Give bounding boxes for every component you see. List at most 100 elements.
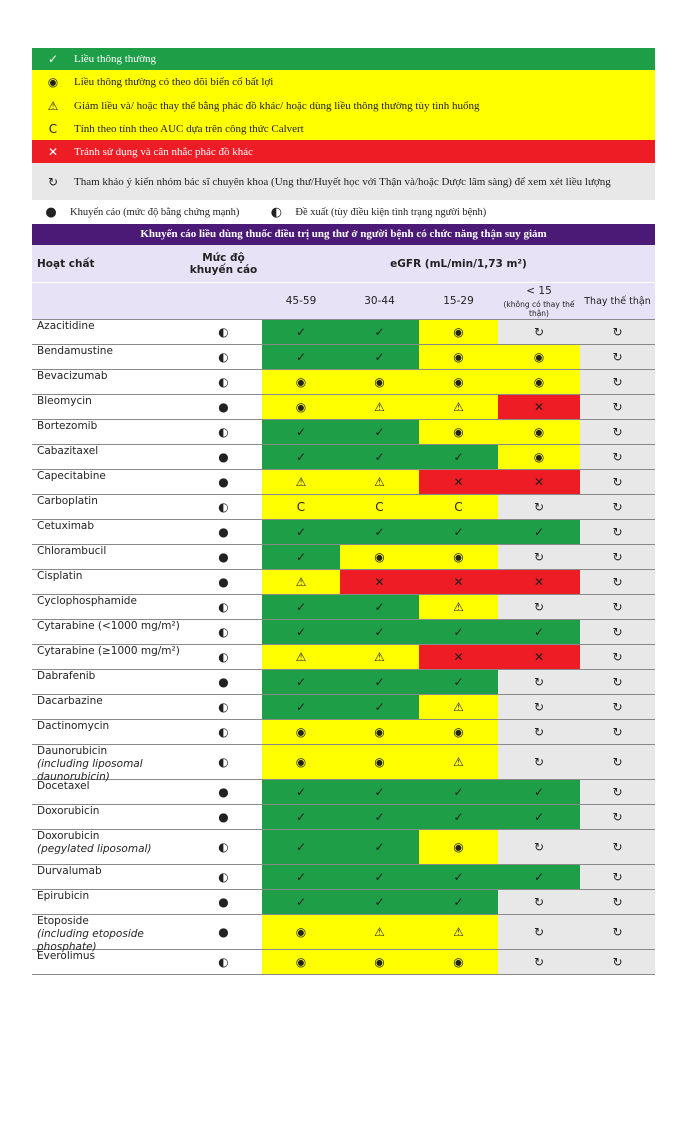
recommendation-level: ● <box>218 925 229 939</box>
dose-cell: ⚠ <box>419 695 498 719</box>
recommendation-level: ● <box>218 400 229 414</box>
dose-cell: ◉ <box>498 345 580 369</box>
dose-cell: ✓ <box>262 865 340 889</box>
legend-symbol: ✕ <box>47 144 59 159</box>
dose-cell: ◉ <box>340 950 419 974</box>
dose-cell: ◉ <box>419 345 498 369</box>
dose-cell: ↻ <box>580 595 655 619</box>
dose-cell: ↻ <box>580 570 655 594</box>
column-header: Thay thế thận <box>580 283 655 319</box>
drug-row: Cabazitaxel ● ✓ ✓ ✓ ◉ ↻ <box>32 445 655 470</box>
dose-cell: ⚠ <box>419 395 498 419</box>
drug-row: Cytarabine (≥1000 mg/m²) ◐ ⚠ ⚠ ✕ ✕ ↻ <box>32 645 655 670</box>
drug-name: Docetaxel <box>32 780 185 804</box>
drug-row: Bleomycin ● ◉ ⚠ ⚠ ✕ ↻ <box>32 395 655 420</box>
dose-cell: ↻ <box>580 495 655 519</box>
dose-cell: ✕ <box>498 470 580 494</box>
dose-cell: ◉ <box>419 830 498 864</box>
dose-cell: ↻ <box>580 695 655 719</box>
legend-item: ◉ Liều thông thường có theo dõi biến cố b… <box>32 70 655 94</box>
drug-header: Hoạt chất <box>37 257 95 270</box>
dose-cell: ◉ <box>419 370 498 394</box>
dose-cell: ✕ <box>498 645 580 669</box>
drug-name: Chlorambucil <box>32 545 185 569</box>
drug-name: Cabazitaxel <box>32 445 185 469</box>
dose-cell: ✓ <box>262 320 340 344</box>
dose-cell: ✓ <box>340 695 419 719</box>
drug-name-text: Doxorubicin <box>37 830 100 842</box>
dose-cell: ✓ <box>340 320 419 344</box>
dose-cell: ✓ <box>262 345 340 369</box>
drug-name: Dabrafenib <box>32 670 185 694</box>
recommendation-level: ◐ <box>218 955 229 969</box>
dose-cell: ◉ <box>262 745 340 779</box>
dose-cell: ⚠ <box>262 470 340 494</box>
dose-cell: ✓ <box>498 520 580 544</box>
recommendation-level: ◐ <box>218 840 229 854</box>
dose-cell: ⚠ <box>340 915 419 949</box>
recommendation-level: ● <box>218 525 229 539</box>
dose-cell: ↻ <box>498 495 580 519</box>
dose-cell: ✓ <box>419 670 498 694</box>
dose-cell: ✓ <box>340 620 419 644</box>
dose-cell: ◉ <box>340 745 419 779</box>
recommendation-level: ◐ <box>218 375 229 389</box>
drug-name: Bevacizumab <box>32 370 185 394</box>
dose-cell: ↻ <box>498 890 580 914</box>
dose-cell: ↻ <box>498 670 580 694</box>
dose-cell: ✕ <box>340 570 419 594</box>
table-title: Khuyến cáo liều dùng thuốc điều trị ung … <box>32 224 655 245</box>
dose-cell: ◉ <box>340 720 419 744</box>
legend-symbol: ✓ <box>47 52 59 66</box>
recommendation-level: ● <box>218 785 229 799</box>
recommendation-level: ◐ <box>218 350 229 364</box>
dose-cell: ✓ <box>340 865 419 889</box>
dose-cell: ↻ <box>580 805 655 829</box>
recommendation-level: ● <box>218 810 229 824</box>
legend-symbol: ◉ <box>47 75 59 89</box>
drug-name: Cetuximab <box>32 520 185 544</box>
legend-text: Giảm liều và/ hoặc thay thế bằng phác đồ… <box>74 99 480 112</box>
recommendation-level: ● <box>218 450 229 464</box>
level-symbol: ◐ <box>270 204 283 220</box>
legend-item: ✓ Liều thông thường <box>32 48 655 70</box>
dose-cell: ↻ <box>498 745 580 779</box>
drug-name-text: Cisplatin <box>37 570 83 582</box>
legend-text: Liều thông thường <box>74 53 157 65</box>
legend-item: ↻ Tham khảo ý kiến nhóm bác sĩ chuyên kho… <box>32 163 655 200</box>
dose-cell: ✕ <box>498 570 580 594</box>
dose-cell: ✓ <box>419 805 498 829</box>
recommendation-level: ● <box>218 475 229 489</box>
drug-name-text: Dacarbazine <box>37 695 103 707</box>
column-label: Thay thế thận <box>584 295 651 307</box>
dose-cell: ↻ <box>498 595 580 619</box>
drug-name: Everolimus <box>32 950 185 974</box>
column-label: 15-29 <box>443 295 474 307</box>
dose-cell: ↻ <box>580 445 655 469</box>
dose-cell: ✓ <box>262 545 340 569</box>
recommendation-level: ● <box>218 675 229 689</box>
dose-cell: ↻ <box>580 780 655 804</box>
dose-cell: ✕ <box>419 645 498 669</box>
dose-cell: ✓ <box>340 890 419 914</box>
dose-cell: ◉ <box>340 370 419 394</box>
dose-cell: ↻ <box>580 395 655 419</box>
drug-row: Dacarbazine ◐ ✓ ✓ ⚠ ↻ ↻ <box>32 695 655 720</box>
level-legend: ● Khuyến cáo (mức độ bằng chứng mạnh) ◐ Đề … <box>32 200 655 224</box>
drug-name: Dactinomycin <box>32 720 185 744</box>
drug-name: Etoposide (including etoposide phosphate) <box>32 915 185 953</box>
dose-cell: ✓ <box>262 890 340 914</box>
drug-row: Epirubicin ● ✓ ✓ ✓ ↻ ↻ <box>32 890 655 915</box>
dose-cell: C <box>419 495 498 519</box>
dose-cell: ✓ <box>340 670 419 694</box>
dose-cell: ↻ <box>580 320 655 344</box>
column-label: 45-59 <box>285 295 317 307</box>
dose-cell: ✓ <box>262 805 340 829</box>
column-header: 15-29 <box>419 283 498 319</box>
dose-cell: ↻ <box>580 865 655 889</box>
dose-cell: ✓ <box>419 620 498 644</box>
recommendation-level: ◐ <box>218 700 229 714</box>
drug-name: Doxorubicin (pegylated liposomal) <box>32 830 185 864</box>
column-note: (không có thay thế thận) <box>503 299 575 318</box>
drug-row: Azacitidine ◐ ✓ ✓ ◉ ↻ ↻ <box>32 320 655 345</box>
